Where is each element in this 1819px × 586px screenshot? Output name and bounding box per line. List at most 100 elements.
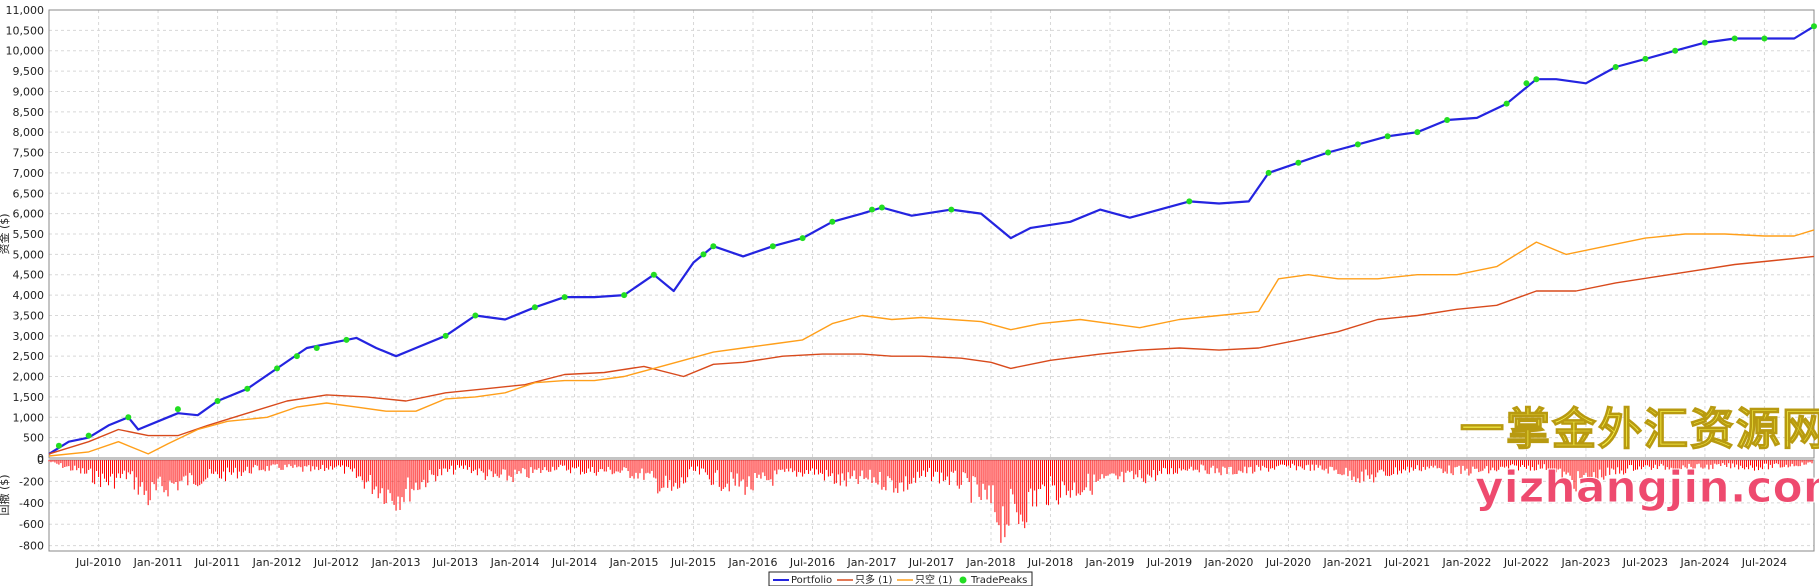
equity-y-tick-label: 8,000 [13,126,45,139]
tradepeak-point [55,442,62,449]
drawdown-y-axis: 0 -200 -400 -600 -800 [19,454,44,553]
tradepeak-point [1265,169,1272,176]
x-tick-label: Jan-2018 [966,556,1016,569]
x-tick-label: Jul-2023 [1622,556,1668,569]
equity-y-tick-label: 9,000 [13,85,45,98]
tradepeak-point [561,294,568,301]
drawdown-bars [48,460,1813,543]
tradepeak-point [1642,55,1649,62]
tradepeak-point [799,235,806,242]
x-tick-label: Jul-2017 [908,556,954,569]
equity-y-tick-label: 10,500 [6,24,45,37]
equity-grid [49,9,1814,459]
tradepeak-point [1731,35,1738,42]
tradepeak-point [1444,116,1451,123]
x-tick-label: Jan-2024 [1679,556,1729,569]
legend-label-portfolio: Portfolio [791,575,832,586]
drawdown-y-tick-label: 0 [37,454,44,467]
x-tick-label: Jan-2014 [490,556,540,569]
equity-y-tick-label: 6,500 [13,187,45,200]
legend-label-tradepeaks: TradePeaks [970,575,1027,586]
x-tick-label: Jan-2019 [1085,556,1135,569]
x-tick-label: Jan-2015 [609,556,659,569]
tradepeak-point [650,271,657,278]
equity-y-tick-label: 5,000 [13,248,45,261]
equity-y-tick-label: 4,500 [13,269,45,282]
tradepeak-point [621,292,628,299]
tradepeak-point [829,218,836,225]
watermark-cn: 一掌金外汇资源网 [1460,404,1819,455]
x-tick-label: Jul-2018 [1027,556,1073,569]
tradepeak-point [700,251,707,258]
drawdown-y-tick-label: -400 [19,497,44,510]
x-tick-label: Jan-2016 [728,556,778,569]
equity-y-tick-label: 9,500 [13,65,45,78]
tradepeak-point [313,345,320,352]
x-tick-label: Jul-2014 [551,556,597,569]
x-tick-label: Jul-2016 [789,556,835,569]
tradepeak-point [214,397,221,404]
series-line-1 [48,255,1815,455]
tradepeak-point [869,206,876,213]
equity-y-tick-label: 3,000 [13,330,45,343]
tradepeak-point [769,243,776,250]
tradepeak-point [710,243,717,250]
equity-series [48,23,1817,457]
equity-y-tick-label: 4,000 [13,289,45,302]
tradepeak-point [1503,100,1510,107]
equity-y-axis: 0 500 1,000 1,500 2,000 2,500 3,000 3,500 4,000 4… [6,4,45,465]
drawdown-y-tick-label: -600 [19,518,44,531]
tradepeak-point [1354,141,1361,148]
x-tick-label: Jan-2012 [252,556,302,569]
tradepeak-point [948,206,955,213]
tradepeak-point [174,406,181,413]
equity-y-tick-label: 11,000 [6,4,45,17]
tradepeak-point [1523,80,1530,87]
tradepeak-point [472,312,479,319]
x-tick-label: Jul-2013 [432,556,478,569]
legend-box [768,571,1033,586]
tradepeak-point [442,332,449,339]
tradepeak-point [1384,133,1391,140]
tradepeak-point [878,204,885,211]
equity-y-tick-label: 5,500 [13,228,45,241]
equity-y-tick-label: 1,000 [13,411,45,424]
equity-y-tick-label: 500 [23,432,44,445]
x-tick-label: Jan-2021 [1322,556,1372,569]
x-tick-label: Jan-2023 [1560,556,1610,569]
equity-y-tick-label: 1,500 [13,391,45,404]
drawdown-y-label: 回撤 ($) [0,474,11,515]
x-tick-label: Jul-2012 [313,556,359,569]
equity-y-tick-label: 0 [37,452,44,465]
equity-y-tick-label: 7,000 [13,167,45,180]
x-axis: Jul-2010 Jan-2011 Jul-2011 Jan-2012 Jul-2012… [75,556,1787,569]
tradepeak-point [274,365,281,372]
equity-y-tick-label: 3,500 [13,309,45,322]
legend-label-long: 只多 (1) [855,573,892,586]
equity-y-tick-label: 10,000 [6,45,45,58]
equity-y-tick-label: 2,500 [13,350,45,363]
tradepeak-point [244,385,251,392]
tradepeak-point [1186,198,1193,205]
legend-swatch-tradepeaks [959,576,967,584]
x-tick-label: Jul-2010 [75,556,121,569]
tradepeak-point [1325,149,1332,156]
tradepeak-point [531,304,538,311]
watermark-url: yizhangjin.com [1475,462,1819,513]
x-tick-label: Jan-2020 [1204,556,1254,569]
series-line-2 [48,229,1815,457]
x-tick-label: Jul-2022 [1503,556,1549,569]
tradepeak-point [125,414,132,421]
x-tick-label: Jul-2024 [1741,556,1787,569]
tradepeak-point [85,432,92,439]
tradepeak-point [1295,159,1302,166]
tradepeak-point [293,353,300,360]
x-tick-label: Jul-2021 [1384,556,1430,569]
tradepeak-point [1761,35,1768,42]
drawdown-y-tick-label: -200 [19,475,44,488]
tradepeak-point [1811,23,1817,30]
drawdown-y-tick-label: -800 [19,540,44,553]
legend: Portfolio 只多 (1) 只空 (1) TradePeaks [768,571,1033,586]
x-tick-label: Jan-2022 [1441,556,1491,569]
